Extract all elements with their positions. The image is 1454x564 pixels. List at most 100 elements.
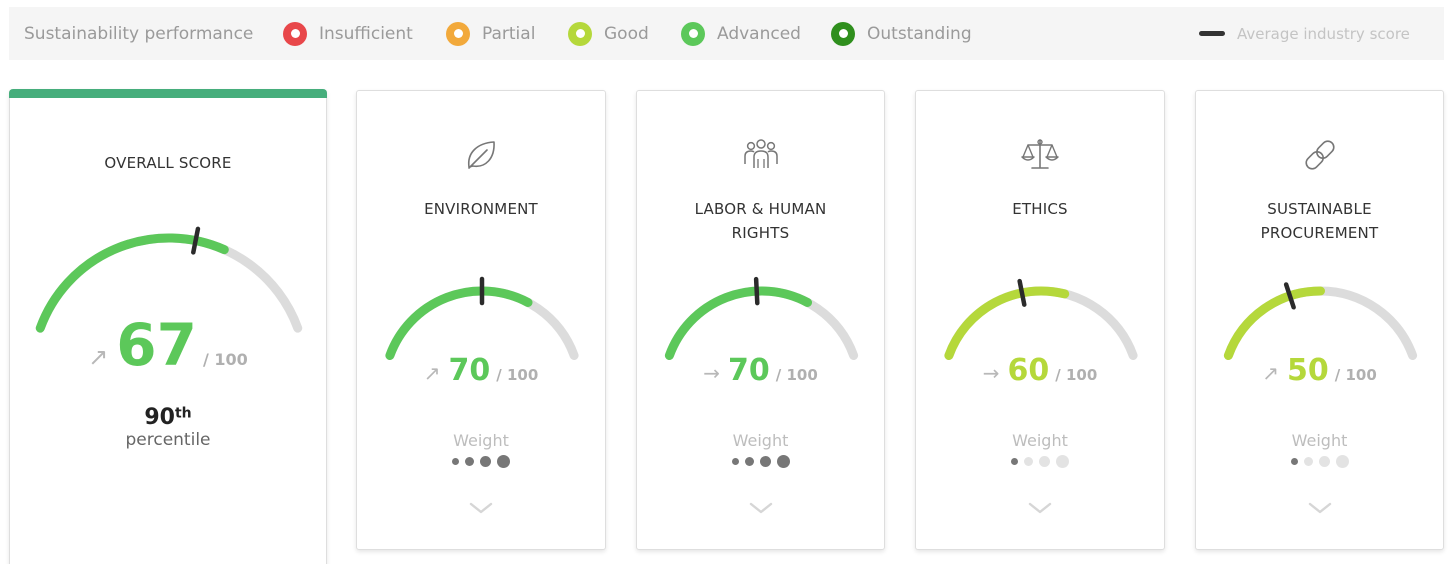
trend-flat-arrow-icon: → [982, 361, 1000, 385]
weight-dot [465, 457, 474, 466]
category-title-line2: PROCUREMENT [1260, 224, 1379, 242]
category-card-sustainable-procurement[interactable]: SUSTAINABLE PROCUREMENT ↗ 50 / 100 Weigh… [1195, 90, 1444, 550]
weight-indicator [637, 455, 884, 468]
chevron-down-icon[interactable] [468, 501, 494, 515]
insufficient-dot-icon [283, 21, 307, 46]
category-title-line1: SUSTAINABLE [1267, 200, 1372, 218]
legend-item-outstanding: Outstanding [831, 21, 972, 46]
category-gauge-fill [385, 286, 533, 360]
trend-up-arrow-icon: ↗ [1262, 361, 1279, 385]
partial-dot-icon [446, 21, 470, 46]
overall-score-value-row: ↗ 67 / 100 [10, 311, 326, 379]
advanced-dot-icon [681, 21, 705, 46]
overall-score-card: OVERALL SCORE ↗ 67 / 100 90th percentile [9, 89, 327, 564]
category-title-line1: ETHICS [1012, 200, 1068, 218]
weight-dot [1303, 457, 1313, 466]
overall-score-title: OVERALL SCORE [104, 154, 232, 172]
category-score-row: → 60 / 100 [916, 353, 1164, 388]
category-title-line2: RIGHTS [731, 224, 790, 242]
weight-dot [744, 457, 754, 466]
category-gauge-track [664, 286, 859, 360]
trend-flat-arrow-icon: → [703, 361, 720, 385]
ethics-score-gauge [944, 278, 1138, 360]
category-score-max: / 100 [1055, 366, 1098, 384]
percentile-block: 90th percentile [10, 405, 326, 450]
weight-indicator [916, 455, 1164, 468]
category-score-row: ↗ 70 / 100 [357, 353, 605, 388]
category-score-value: 50 [1287, 353, 1329, 388]
percentile-number: 90 [144, 405, 175, 430]
overall-score-value: 67 [116, 311, 197, 379]
link-icon [1304, 140, 1335, 170]
weight-dot [497, 455, 510, 468]
labor-score-gauge [664, 276, 859, 360]
weight-dot [731, 458, 739, 465]
weight-indicator [357, 455, 605, 468]
legend-label: Outstanding [867, 23, 972, 44]
category-score-max: / 100 [775, 366, 818, 384]
chevron-down-icon[interactable] [748, 501, 774, 515]
weight-dot [452, 458, 459, 465]
outstanding-dot-icon [831, 21, 855, 46]
category-gauge-fill [944, 286, 1070, 360]
category-gauge-average-marker [753, 276, 760, 306]
scales-icon [1021, 139, 1059, 169]
legend-item-insufficient: Insufficient [283, 21, 413, 46]
environment-score-gauge [385, 276, 579, 360]
legend-label: Partial [482, 23, 536, 44]
legend-item-good: Good [568, 21, 649, 46]
category-title-line1: ENVIRONMENT [424, 200, 538, 218]
category-score-value: 70 [728, 353, 770, 388]
legend-title: Sustainability performance [24, 23, 254, 44]
procurement-score-gauge [1223, 282, 1418, 360]
chevron-down-icon[interactable] [1307, 501, 1333, 515]
category-card-ethics[interactable]: ETHICS → 60 / 100 Weight [915, 90, 1165, 550]
weight-dot [1056, 455, 1069, 468]
category-gauge-track [1223, 286, 1418, 360]
weight-label: Weight [1291, 431, 1348, 450]
legend-item-partial: Partial [446, 21, 536, 46]
overall-score-gauge [35, 226, 303, 333]
weight-dot [480, 456, 491, 467]
legend-label: Insufficient [319, 23, 413, 44]
weight-dot [1039, 456, 1050, 467]
good-dot-icon [568, 21, 592, 46]
weight-dot [759, 456, 771, 467]
category-score-max: / 100 [496, 366, 539, 384]
category-score-max: / 100 [1334, 366, 1377, 384]
weight-indicator [1196, 455, 1443, 468]
average-marker-icon [1199, 31, 1225, 36]
category-score-row: → 70 / 100 [637, 353, 884, 388]
legend-bar: Sustainability performance Insufficient … [9, 7, 1444, 60]
weight-dot [1011, 458, 1018, 465]
legend-average-label: Average industry score [1237, 24, 1410, 43]
category-gauge-fill [664, 286, 813, 360]
weight-dot [776, 455, 790, 468]
category-gauge-track [944, 286, 1138, 360]
leaf-icon [468, 141, 495, 169]
weight-label: Weight [453, 431, 509, 450]
category-score-value: 60 [1007, 353, 1050, 388]
percentile-suffix: th [174, 405, 192, 422]
weight-dot [1335, 455, 1349, 468]
category-card-environment[interactable]: ENVIRONMENT ↗ 70 / 100 Weight [356, 90, 606, 550]
percentile-label: percentile [125, 430, 211, 450]
overall-gauge-average-marker [191, 226, 201, 255]
people-icon [743, 139, 778, 168]
chevron-down-icon[interactable] [1027, 501, 1053, 515]
weight-dot [1024, 457, 1033, 466]
category-gauge-average-marker [1017, 278, 1027, 307]
legend-label: Advanced [717, 23, 801, 44]
overall-score-max: / 100 [203, 350, 248, 369]
category-title-line1: LABOR & HUMAN [694, 200, 827, 218]
category-gauge-average-marker [1283, 282, 1296, 310]
overall-card-accent-bar [9, 89, 327, 98]
legend-item-advanced: Advanced [681, 21, 801, 46]
weight-dot [1318, 456, 1330, 467]
legend-label: Good [604, 23, 649, 44]
category-score-row: ↗ 50 / 100 [1196, 353, 1443, 388]
category-score-value: 70 [448, 353, 491, 388]
trend-up-arrow-icon: ↗ [88, 343, 109, 371]
weight-label: Weight [732, 431, 789, 450]
category-card-labor-human-rights[interactable]: LABOR & HUMAN RIGHTS → 70 / 100 Weight [636, 90, 885, 550]
